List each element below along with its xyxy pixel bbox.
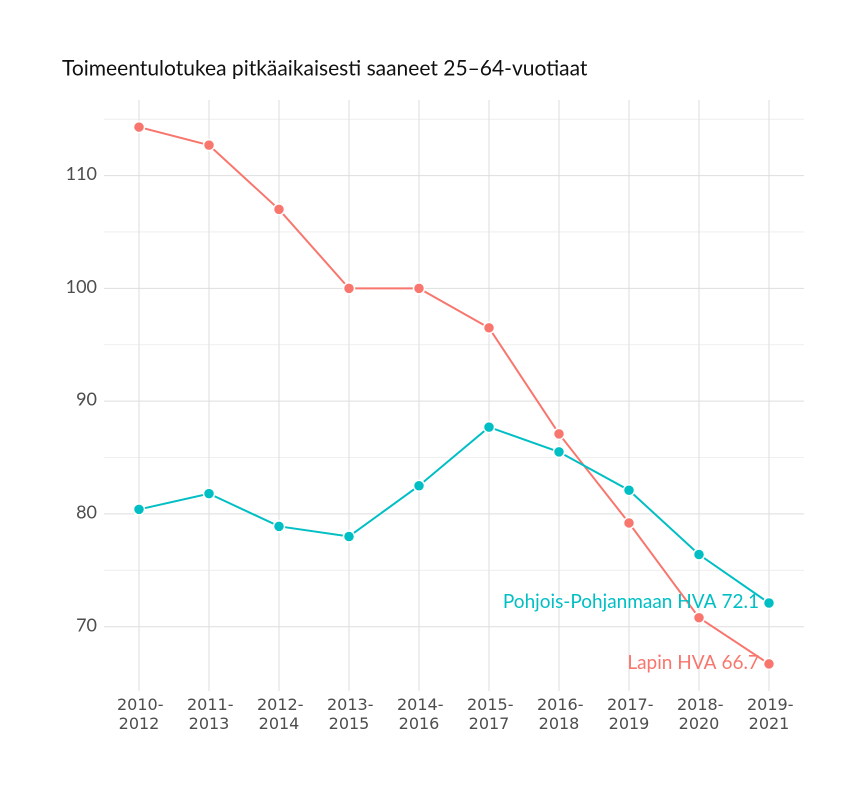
x-tick-label: 2016-2018 bbox=[537, 695, 584, 733]
x-tick-label: 2018-2020 bbox=[677, 695, 724, 733]
end-label-name: Pohjois-Pohjanmaan HVA bbox=[503, 590, 717, 613]
data-point bbox=[482, 420, 496, 434]
data-point bbox=[272, 520, 286, 533]
series-line bbox=[138, 425, 770, 604]
chart-title: Toimeentulotukea pitkäaikaisesti saaneet… bbox=[62, 55, 588, 80]
series-line bbox=[138, 126, 770, 665]
data-point bbox=[412, 479, 426, 492]
data-point bbox=[202, 138, 216, 152]
x-tick-label: 2012-2014 bbox=[257, 695, 304, 733]
end-label: Lapin HVA 66.7 bbox=[627, 651, 759, 674]
data-point bbox=[132, 503, 146, 516]
data-point bbox=[622, 483, 636, 497]
x-tick-label: 2019-2021 bbox=[747, 695, 794, 733]
x-tick-label: 2013-2015 bbox=[327, 695, 374, 733]
data-point bbox=[692, 611, 706, 624]
data-point bbox=[342, 530, 356, 543]
end-label-value: 66.7 bbox=[721, 651, 759, 674]
end-label-value: 72.1 bbox=[721, 590, 759, 613]
x-tick-label: 2011-2013 bbox=[187, 695, 234, 733]
data-point bbox=[272, 203, 286, 216]
x-tick-label: 2014-2016 bbox=[397, 695, 444, 733]
y-tick-label: 90 bbox=[76, 388, 97, 410]
x-tick-label: 2015-2017 bbox=[467, 695, 514, 733]
data-point bbox=[762, 657, 776, 671]
x-tick-label: 2017-2019 bbox=[607, 695, 654, 733]
data-point bbox=[692, 548, 706, 561]
y-tick-label: 110 bbox=[66, 162, 97, 184]
data-point bbox=[482, 321, 496, 335]
data-point bbox=[552, 427, 566, 441]
data-point bbox=[202, 487, 216, 500]
end-label: Pohjois-Pohjanmaan HVA 72.1 bbox=[503, 590, 759, 613]
x-tick-label: 2010-2012 bbox=[117, 695, 164, 733]
y-tick-label: 80 bbox=[76, 500, 97, 522]
data-point bbox=[622, 516, 636, 530]
data-point bbox=[132, 120, 146, 134]
data-point bbox=[342, 282, 356, 295]
data-point bbox=[762, 596, 776, 610]
data-point bbox=[412, 282, 426, 295]
end-label-name: Lapin HVA bbox=[627, 651, 716, 674]
y-tick-label: 100 bbox=[66, 275, 97, 297]
y-tick-label: 70 bbox=[76, 613, 97, 635]
data-point bbox=[552, 445, 566, 459]
